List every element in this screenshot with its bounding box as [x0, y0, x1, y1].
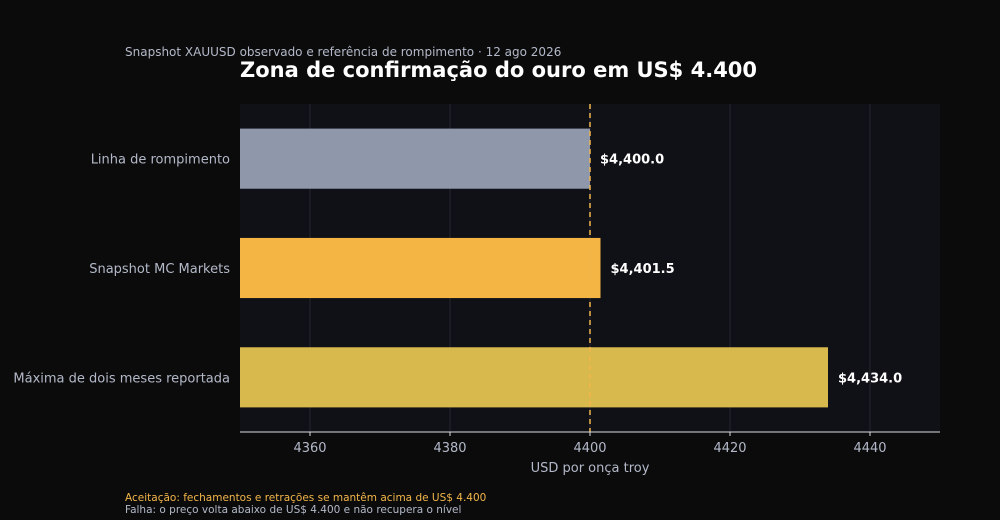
bar: [240, 237, 601, 299]
bar: [240, 128, 590, 189]
x-tick-label: 4380: [433, 441, 466, 456]
category-label: Linha de rompimento: [91, 153, 230, 168]
bar-value-label: $4,400.0: [600, 153, 664, 168]
category-label: Snapshot MC Markets: [89, 262, 230, 277]
x-axis-title: USD por onça troy: [531, 461, 650, 476]
failure-note: Falha: o preço volta abaixo de US$ 4.400…: [125, 504, 462, 516]
chart-title: Zona de confirmação do ouro em US$ 4.400: [240, 58, 758, 82]
bar: [240, 347, 828, 408]
x-tick-label: 4360: [293, 441, 326, 456]
acceptance-note: Aceitação: fechamentos e retrações se ma…: [125, 492, 487, 504]
bar-value-label: $4,401.5: [611, 262, 675, 277]
chart-subtitle: Snapshot XAUUSD observado e referência d…: [125, 45, 562, 59]
x-tick-label: 4440: [853, 441, 886, 456]
x-tick-label: 4400: [573, 441, 606, 456]
category-label: Máxima de dois meses reportada: [13, 371, 230, 386]
x-tick-label: 4420: [713, 441, 746, 456]
bar-value-label: $4,434.0: [838, 371, 902, 386]
